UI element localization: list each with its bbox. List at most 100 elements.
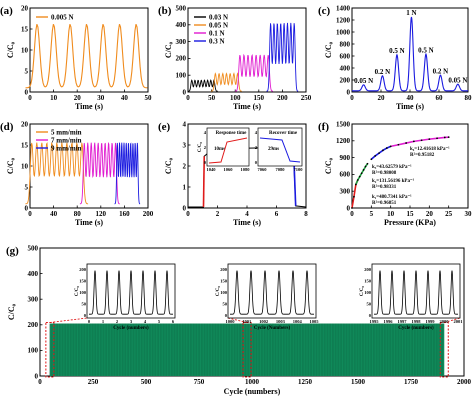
panel-g-xtick-label: 0 (38, 378, 42, 386)
panel-d-xtick-label: 0 (28, 210, 32, 218)
panel-g-inset-xtick: 0 (88, 319, 91, 324)
panel-g-inset-xtick: 5 (158, 319, 161, 324)
panel-b-series-line (234, 53, 274, 92)
panel-a-xtick-label: 30 (97, 94, 105, 102)
panel-g-ytick-label: 500 (28, 244, 39, 252)
panel-e-inset-title: Response time (216, 131, 247, 136)
panel-c-peak-label: 0.2 N (433, 67, 449, 75)
panel-g-inset-xtick: 1002 (259, 319, 269, 324)
panel-b-ytick-label: 100 (176, 72, 187, 80)
panel-g-xtick-label: 2000 (457, 378, 472, 386)
panel-a-ylabel: C/C₀ (6, 41, 15, 58)
panel-f-fit-k: k₂=131.56196 kPa⁻¹ (372, 178, 415, 184)
panel-f-data-point (351, 207, 353, 209)
panel-d-legend-label: 7 mm/min (51, 137, 82, 145)
panel-c-series-line (352, 16, 468, 92)
panel-f-data-point (428, 138, 431, 141)
panel-f-data-point (420, 139, 423, 142)
panel-c-xtick-label: 80 (465, 94, 473, 102)
panel-e-panel-letter: (e) (158, 121, 171, 133)
panel-f-fit-r2: R²=0.96851 (372, 200, 397, 206)
panel-f-fit-k: k₃=43.62579 kPa⁻¹ (372, 164, 412, 170)
panel-f-data-point (443, 136, 446, 139)
panel-d-xtick-label: 40 (50, 210, 58, 218)
panel-g-xtick-label: 1500 (351, 378, 366, 386)
panel-g-xtick-label: 250 (88, 378, 99, 386)
panel-f-panel-letter: (f) (318, 121, 329, 133)
panel-d-panel-letter: (d) (0, 121, 14, 133)
panel-f-xtick-label: 15 (407, 210, 415, 218)
panel-c-ytick-label: 1000 (336, 28, 351, 36)
panel-g-inset-xtick: 1997 (398, 319, 408, 324)
panel-c-peak-label: 0.5 N (418, 46, 434, 54)
panel-d-xtick-label: 160 (119, 210, 130, 218)
panel-f-data-point (385, 147, 388, 149)
panel-f-fit-line (370, 145, 391, 160)
panel-g-inset-xtick: 2 (116, 319, 119, 324)
panel-g-inset-ytick: 0 (225, 313, 228, 318)
panel-b-legend-label: 0.3 N (209, 38, 225, 46)
panel-g-inset-xtick: 1005 (310, 319, 320, 324)
panel-b-axes: 0 50 100 150 200 250 0 100 200 300 400 500 Time (s) C… (158, 4, 312, 111)
panel-c-ytick-label: 1200 (336, 16, 351, 24)
panel-f-data-point (353, 195, 355, 198)
panel-g-inset-xtick: 1001 (242, 319, 252, 324)
panel-g-panel-letter: (g) (6, 245, 19, 257)
panel-a-legend-label: 0.005 N (51, 14, 74, 22)
panel-d-ytick-label: 10 (21, 162, 29, 170)
panel-a-ytick-label: 15 (21, 25, 29, 33)
panel-f-data-point (397, 143, 400, 146)
panel-f-xtick-label: 20 (426, 210, 434, 218)
panel-f-fit-line (390, 136, 449, 148)
panel-g-ytick-label: 400 (28, 270, 39, 278)
panel-g-inset-ytick: 0 (84, 313, 87, 318)
panel-d-legend-label: 5 mm/min (51, 129, 82, 137)
panel-e-inset-ytick: 2 (204, 145, 207, 150)
panel-g-inset-xtick: 1998 (412, 319, 422, 324)
panel-e-xtick-label: 6 (275, 210, 279, 218)
panel-c-ytick-label: 0 (347, 88, 351, 96)
panel-f-ytick-label: 1500 (336, 120, 351, 128)
panel-d-axes: 0 40 80 120 160 200 0 5 10 15 20 Time (s) C/C₀ (d) (0, 120, 154, 227)
panel-a-xlabel: Time (s) (75, 102, 103, 111)
panel-e-ytick-label: 1 (183, 183, 187, 191)
panel-g-inset-xtick: 4 (144, 319, 147, 324)
panel-g-inset-xlabel: Cycle (Numbers) (254, 326, 291, 331)
panel-g-inset-curve (374, 270, 458, 315)
panel-b-series-line (266, 22, 299, 92)
panel-b-legend-label: 0.05 N (209, 22, 228, 30)
panel-b-ytick-label: 0 (183, 88, 187, 96)
panel-b-ytick-label: 400 (176, 21, 187, 29)
panel-c-panel-letter: (c) (318, 5, 331, 17)
panel-a-xtick-label: 40 (121, 94, 129, 102)
panel-c-peak-label: 0.05 N (448, 76, 467, 84)
panel-g-inset-ytick: 100 (220, 290, 228, 295)
panel-c-ytick-label: 200 (340, 76, 351, 84)
panel-g-xtick-label: 1000 (245, 378, 260, 386)
panel-g-inset-ytick: 200 (79, 267, 87, 272)
panel-f-data-point (378, 152, 380, 155)
panel-d-series-line (79, 141, 120, 205)
panel-f-fit-k: k₁=480.7341 kPa⁻¹ (372, 194, 412, 200)
panel-e-ytick-label: 4 (183, 120, 187, 128)
panel-b-ytick-label: 300 (176, 38, 187, 46)
panel-d-ytick-label: 20 (21, 120, 29, 128)
panel-a-xtick-label: 10 (50, 94, 58, 102)
panel-g-xtick-label: 500 (141, 378, 152, 386)
panel-e-inset-time: 29ms (268, 147, 279, 152)
panel-g-inset-xtick: 6 (172, 319, 175, 324)
panel-g-inset-ylabel: C/C₀ (360, 285, 365, 296)
panel-g-inset-ytick: 150 (79, 279, 87, 284)
panel-g-ytick-label: 300 (28, 296, 39, 304)
panel-f-data-point (412, 140, 415, 143)
panel-f-ytick-label: 300 (340, 188, 351, 196)
panel-g-ytick-label: 200 (28, 321, 39, 329)
panel-b-xlabel: Time (s) (233, 102, 261, 111)
panel-g-inset-xtick: 1003 (276, 319, 286, 324)
panel-b-xtick-label: 200 (277, 94, 288, 102)
panel-b-legend-label: 0.1 N (209, 30, 225, 38)
panel-f-xtick-label: 10 (387, 210, 395, 218)
